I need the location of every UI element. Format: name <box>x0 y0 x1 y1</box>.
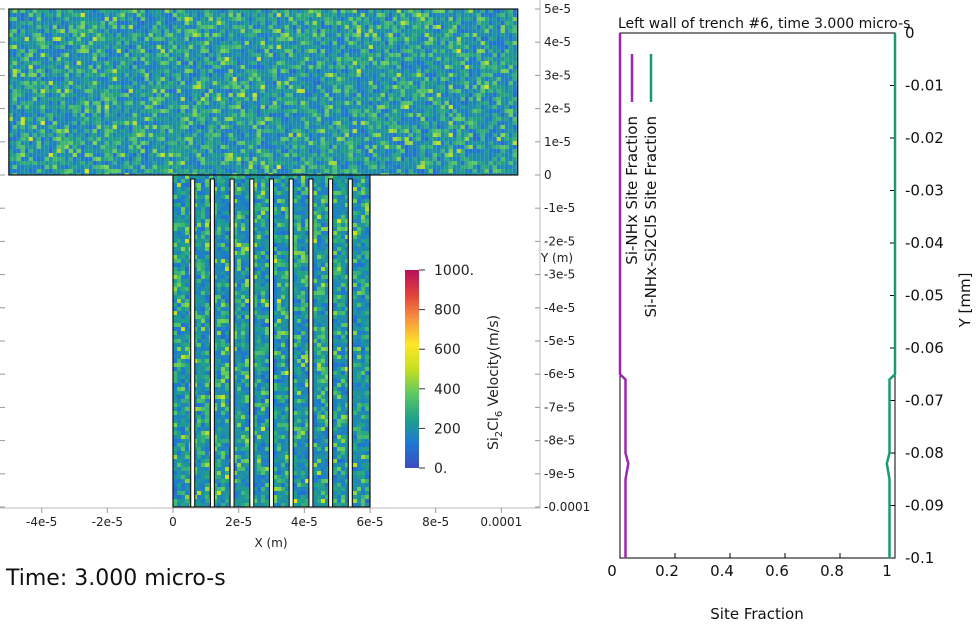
heatmap-y-tick-label: 2e-5 <box>544 102 571 116</box>
line-plot-x-axis-label: Site Fraction <box>710 605 803 623</box>
reservoir-region <box>8 8 519 176</box>
series-line-si-nhx-si2cl5-site-fraction <box>885 33 897 558</box>
heatmap-x-tick-label: 6e-5 <box>357 515 384 529</box>
trench-walls <box>190 178 353 508</box>
legend-label: Si-NHx-Si2Cl5 Site Fraction <box>642 116 660 318</box>
heatmap-y-tick-label: 1e-5 <box>544 135 571 149</box>
colorbar-ticks: 1000. 800 600 400 200 0. <box>419 263 474 477</box>
line-plot-y-tick-label: -0.03 <box>905 182 944 200</box>
line-plot-y-tick-label: -0.07 <box>905 392 944 410</box>
line-plot-y-tick-label: -0.06 <box>905 339 944 357</box>
heatmap-x-tick-label: 0 <box>169 515 177 529</box>
line-plot-y-tick-label: -0.1 <box>905 549 934 567</box>
trench-separator-wall <box>347 178 353 508</box>
line-plot-y-tick-label: -0.02 <box>905 129 944 147</box>
site-fraction-plot: Left wall of trench #6, time 3.000 micro… <box>607 16 974 623</box>
heatmap-x-tick-label: -4e-5 <box>26 515 57 529</box>
trench-separator-wall <box>268 178 275 508</box>
heatmap-y-tick-label: -6e-5 <box>544 367 575 381</box>
velocity-heatmap: -4e-5 -2e-5 0 2e-5 4e-5 6e-5 8e-5 0.0001 5e-5 4e-… <box>0 0 590 550</box>
colorbar-gradient <box>405 270 419 468</box>
colorbar-label: Si2Cl6 Velocity(m/s) <box>486 315 505 450</box>
trench-separator-wall <box>229 178 235 508</box>
line-plot-y-tick-label: -0.05 <box>905 287 944 305</box>
heatmap-x-tick-label: 4e-5 <box>291 515 318 529</box>
colorbar-tick-label: 200 <box>434 421 461 437</box>
heatmap-y-tick-label: -4e-5 <box>544 301 575 315</box>
line-plot-legend: Si-NHx Site Fraction Si-NHx-Si2Cl5 Site F… <box>623 54 660 318</box>
trench-separator-wall <box>209 178 215 508</box>
trench-separator-wall <box>249 178 255 508</box>
line-plot-y-tick-label: -0.09 <box>905 497 944 515</box>
line-plot-axes: 0 0.2 0.4 0.6 0.8 1 0 -0.01 -0.02 -0.03 -0.04 -0.05… <box>607 24 944 580</box>
line-plot-y-tick-label: -0.04 <box>905 234 944 252</box>
heatmap-y-tick-label: -7e-5 <box>544 400 575 414</box>
trench-separator-wall <box>190 178 196 508</box>
heatmap-x-axis-label: X (m) <box>254 536 287 550</box>
trench-separator-wall <box>328 178 334 508</box>
velocity-colorbar: 1000. 800 600 400 200 0. Si2Cl6 Velocity(m/s) <box>405 263 505 477</box>
heatmap-x-tick-label: 8e-5 <box>422 515 449 529</box>
heatmap-y-tick-label: 0 <box>544 168 552 182</box>
line-plot-x-tick-label: 0.4 <box>710 562 734 580</box>
line-plot-series <box>618 33 897 558</box>
line-plot-y-tick-label: -0.01 <box>905 77 944 95</box>
line-plot-title: Left wall of trench #6, time 3.000 micro… <box>618 16 910 32</box>
line-plot-x-tick-label: 0.6 <box>765 562 789 580</box>
line-plot-y-axis-label: Y [mm] <box>956 273 974 329</box>
simulation-time-label: Time: 3.000 micro-s <box>6 566 226 591</box>
line-plot-y-tick-label: -0.08 <box>905 444 944 462</box>
heatmap-axes: -4e-5 -2e-5 0 2e-5 4e-5 6e-5 8e-5 0.0001 5e-5 4e-… <box>0 0 590 529</box>
heatmap-y-tick-label: -5e-5 <box>544 334 575 348</box>
line-plot-frame <box>619 32 896 559</box>
heatmap-y-tick-label: 3e-5 <box>544 68 571 82</box>
colorbar-tick-label: 800 <box>434 303 461 319</box>
heatmap-y-tick-label: -8e-5 <box>544 434 575 448</box>
heatmap-field <box>8 8 519 508</box>
heatmap-y-tick-label: -2e-5 <box>544 234 575 248</box>
heatmap-y-tick-label: -1e-5 <box>544 201 575 215</box>
line-plot-x-tick-label: 0 <box>607 562 617 580</box>
colorbar-tick-label: 600 <box>434 342 461 358</box>
heatmap-x-tick-label: 2e-5 <box>225 515 252 529</box>
line-plot-y-tick-label: 0 <box>905 24 915 42</box>
heatmap-y-tick-label: 4e-5 <box>544 35 571 49</box>
trench-separator-wall <box>288 178 294 508</box>
legend-label: Si-NHx Site Fraction <box>623 116 641 265</box>
trench-separator-wall <box>308 178 314 508</box>
heatmap-x-tick-label: 0.0001 <box>480 515 522 529</box>
line-plot-x-tick-label: 1 <box>882 562 892 580</box>
colorbar-tick-label: 400 <box>434 382 461 398</box>
series-line-si-nhx-site-fraction <box>618 33 630 558</box>
heatmap-x-tick-label: -2e-5 <box>92 515 123 529</box>
heatmap-y-tick-label: -9e-5 <box>544 467 575 481</box>
colorbar-tick-label: 1000. <box>434 263 474 279</box>
heatmap-y-tick-label: -3e-5 <box>544 268 575 282</box>
heatmap-y-tick-label: 5e-5 <box>544 2 571 16</box>
colorbar-tick-label: 0. <box>434 461 447 477</box>
line-plot-x-tick-label: 0.8 <box>820 562 844 580</box>
heatmap-y-tick-label: -0.0001 <box>544 500 590 514</box>
line-plot-x-tick-label: 0.2 <box>655 562 679 580</box>
heatmap-y-axis-label: Y (m) <box>540 251 573 265</box>
